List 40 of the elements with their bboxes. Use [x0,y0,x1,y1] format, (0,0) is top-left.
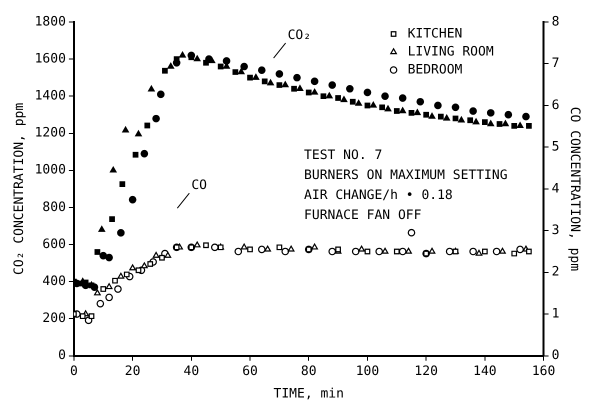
y2-tick-label: 3 [552,223,560,238]
annotation: AIR CHANGE/h • 0.18 [304,188,453,203]
y-tick-label: 200 [42,311,66,326]
annotation: TEST NO. 7 [304,148,382,163]
y2-tick-label: 8 [552,14,560,30]
y-tick-label: 1800 [34,14,66,30]
x-tick-label: 160 [532,364,556,379]
y-tick-label: 0 [58,348,66,364]
y-tick-label: 1600 [34,51,66,66]
x-tick-label: 80 [300,364,317,379]
x-tick-label: 40 [183,364,200,379]
x-tick-label: 100 [356,364,380,379]
x-tick-label: 60 [242,364,258,379]
y2-tick-label: 1 [552,306,560,322]
y2-tick-label: 4 [552,181,560,196]
y-tick-label: 1000 [34,162,66,178]
legend-label: KITCHEN [408,26,462,42]
annotation: CO [191,178,208,194]
y2-axis-title: CO CONCENTRATION, ppm [566,106,582,272]
annotation: CO₂ [288,28,312,43]
x-tick-label: 140 [473,364,497,379]
legend-label: LIVING ROOM [408,44,494,60]
annotation: BURNERS ON MAXIMUM SETTING [304,168,508,183]
legend-label: BEDROOM [408,62,463,78]
x-tick-label: 0 [70,364,78,379]
y-tick-label: 600 [42,236,66,252]
y-tick-label: 1200 [34,126,66,141]
y2-tick-label: 6 [552,98,560,113]
annotation: FURNACE FAN OFF [304,208,422,223]
x-tick-label: 120 [414,364,438,379]
y-tick-label: 400 [42,274,66,289]
y2-tick-label: 7 [552,56,560,72]
y2-tick-label: 5 [552,140,560,155]
y-tick-label: 800 [42,200,66,215]
y-axis-title: CO₂ CONCENTRATION, ppm [12,102,28,275]
x-axis-title: TIME, min [274,386,344,402]
x-tick-label: 20 [124,364,140,379]
y-tick-label: 1400 [34,88,66,104]
y2-tick-label: 2 [552,264,560,280]
y2-tick-label: 0 [552,348,560,364]
